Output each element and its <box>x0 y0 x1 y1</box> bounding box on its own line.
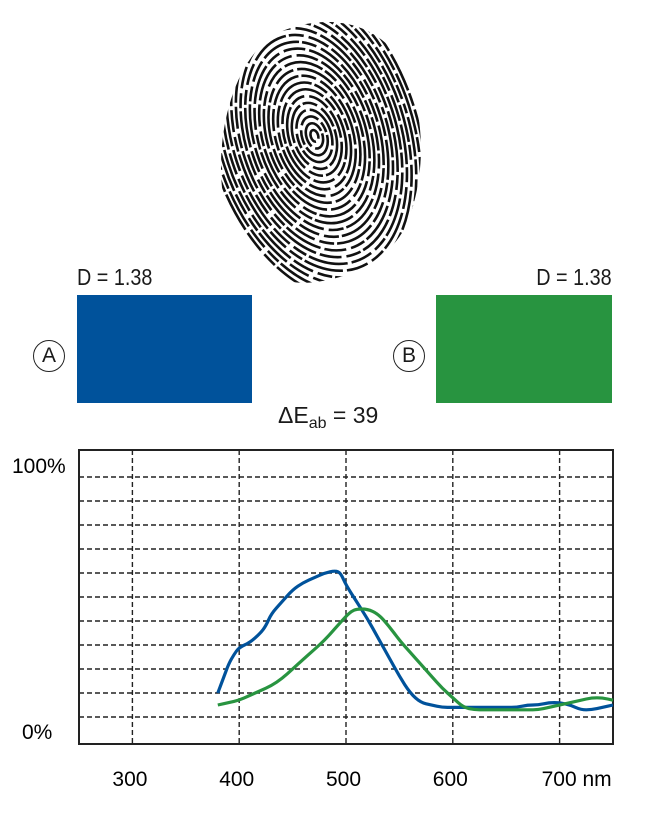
sample-b-density-label: D = 1.38 <box>536 264 612 290</box>
delta-e-subscript: ab <box>308 415 327 432</box>
y-tick-label-top: 100% <box>12 455 66 478</box>
fingerprint-ridge <box>271 74 358 198</box>
fingerprint-ridge <box>253 47 376 225</box>
fingerprint-ridge <box>276 81 353 191</box>
fingerprint-ridge <box>262 60 367 211</box>
fingerprint-ridge <box>243 33 385 239</box>
x-tick-label: 700 nm <box>542 768 612 791</box>
fingerprint-ridge <box>206 22 423 284</box>
fingerprint-ridge <box>281 88 348 184</box>
x-tick-label: 600 <box>433 768 468 791</box>
fingerprint-image <box>201 22 427 284</box>
fingerprint-ridge <box>304 121 325 150</box>
fingerprint-ridge <box>211 22 418 284</box>
delta-e-value: = 39 <box>332 402 379 428</box>
fingerprint-ridge <box>229 22 399 259</box>
sample-a-density-label: D = 1.38 <box>77 264 153 290</box>
y-tick-label-bottom: 0% <box>22 721 52 744</box>
fingerprint-ridge <box>295 108 334 164</box>
x-tick-label: 400 <box>219 768 254 791</box>
x-tick-label: 300 <box>112 768 147 791</box>
fingerprint-ridge <box>248 40 381 232</box>
fingerprint-ridge <box>257 54 371 218</box>
series-line-a <box>216 569 614 712</box>
sample-a-marker: A <box>33 340 65 372</box>
sample-b-marker: B <box>393 340 425 372</box>
fingerprint-ridge <box>309 128 320 144</box>
x-tick-label: 500 <box>326 768 361 791</box>
fingerprint-ridge <box>299 115 330 157</box>
plot-frame <box>78 449 614 745</box>
fingerprint-ridge <box>225 22 404 266</box>
delta-e-symbol: ΔE <box>278 402 309 428</box>
reflectance-chart: 100% 0% 300 400 500 600 700 nm <box>12 449 614 791</box>
fingerprint-ridge <box>220 22 409 273</box>
series-line-b <box>217 607 614 712</box>
delta-e-label: ΔEab = 39 <box>278 402 378 433</box>
fingerprint-ridge <box>215 22 413 279</box>
sample-a-swatch <box>77 295 252 403</box>
fingerprint-ridge <box>201 22 427 284</box>
sample-b-swatch <box>436 295 612 403</box>
fingerprint-ridge <box>285 94 344 177</box>
